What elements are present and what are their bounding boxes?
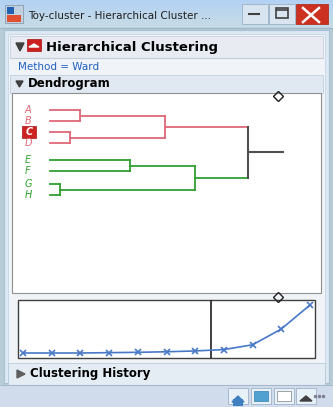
Bar: [0, 14, 333, 15]
Bar: [0, 385, 333, 407]
Bar: [5, 5, 23, 23]
Bar: [0, 17, 333, 18]
Bar: [269, 4, 295, 24]
Bar: [0, 12, 333, 13]
Bar: [0, 24, 333, 25]
Bar: [0, 11, 333, 12]
Bar: [296, 4, 328, 24]
Text: Method = Ward: Method = Ward: [18, 62, 99, 72]
Bar: [0, 20, 333, 21]
Bar: [7, 7, 14, 14]
Bar: [274, 388, 294, 404]
Bar: [0, 0, 333, 1]
Bar: [0, 28, 333, 385]
Bar: [0, 4, 333, 5]
Bar: [242, 4, 268, 24]
Bar: [0, 3, 333, 4]
Bar: [0, 16, 333, 17]
Text: Toy-cluster - Hierarchical Cluster ...: Toy-cluster - Hierarchical Cluster ...: [28, 11, 211, 21]
Text: B: B: [25, 116, 32, 126]
Text: G: G: [25, 179, 33, 189]
Bar: [296, 388, 316, 404]
Bar: [10, 36, 323, 58]
Bar: [0, 13, 333, 14]
Text: Hierarchical Clustering: Hierarchical Clustering: [46, 41, 218, 53]
Bar: [7, 15, 21, 22]
Text: D: D: [25, 138, 33, 148]
Bar: [12, 93, 321, 293]
Bar: [0, 26, 333, 27]
Bar: [0, 1, 333, 2]
Text: C: C: [25, 127, 33, 137]
Bar: [254, 391, 268, 401]
Bar: [0, 9, 333, 10]
Bar: [0, 21, 333, 22]
Text: A: A: [25, 105, 32, 115]
Bar: [0, 5, 333, 6]
Bar: [0, 22, 333, 23]
Bar: [0, 7, 333, 8]
Bar: [277, 391, 291, 401]
Polygon shape: [29, 44, 39, 47]
Polygon shape: [232, 396, 244, 402]
Bar: [0, 8, 333, 9]
Bar: [0, 19, 333, 20]
Bar: [22, 126, 36, 138]
Bar: [0, 6, 333, 7]
Bar: [276, 8, 288, 18]
Text: Clustering History: Clustering History: [30, 368, 151, 381]
Text: Dendrogram: Dendrogram: [28, 77, 111, 90]
Bar: [18, 300, 315, 358]
Bar: [8, 34, 325, 381]
Polygon shape: [300, 396, 312, 401]
Bar: [0, 10, 333, 11]
Bar: [0, 25, 333, 26]
Bar: [8, 363, 325, 385]
Bar: [4, 30, 329, 383]
Polygon shape: [16, 43, 24, 51]
Polygon shape: [17, 370, 25, 378]
Bar: [233, 399, 243, 406]
Bar: [0, 18, 333, 19]
Text: F: F: [25, 166, 31, 176]
Bar: [0, 27, 333, 28]
Text: H: H: [25, 190, 32, 200]
Text: E: E: [25, 155, 31, 165]
Bar: [251, 388, 271, 404]
Bar: [0, 2, 333, 3]
Bar: [0, 15, 333, 16]
Bar: [27, 39, 41, 51]
Bar: [10, 75, 323, 93]
Bar: [0, 23, 333, 24]
Polygon shape: [16, 81, 23, 87]
Bar: [228, 388, 248, 404]
